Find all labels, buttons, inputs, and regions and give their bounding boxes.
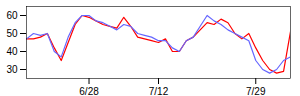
svg-text:50: 50 bbox=[6, 28, 18, 39]
svg-text:7/12: 7/12 bbox=[149, 86, 169, 96]
svg-text:7/29: 7/29 bbox=[246, 86, 266, 96]
svg-text:60: 60 bbox=[6, 10, 18, 21]
svg-text:40: 40 bbox=[6, 46, 18, 57]
svg-text:30: 30 bbox=[6, 64, 18, 75]
svg-text:6/28: 6/28 bbox=[79, 86, 99, 96]
